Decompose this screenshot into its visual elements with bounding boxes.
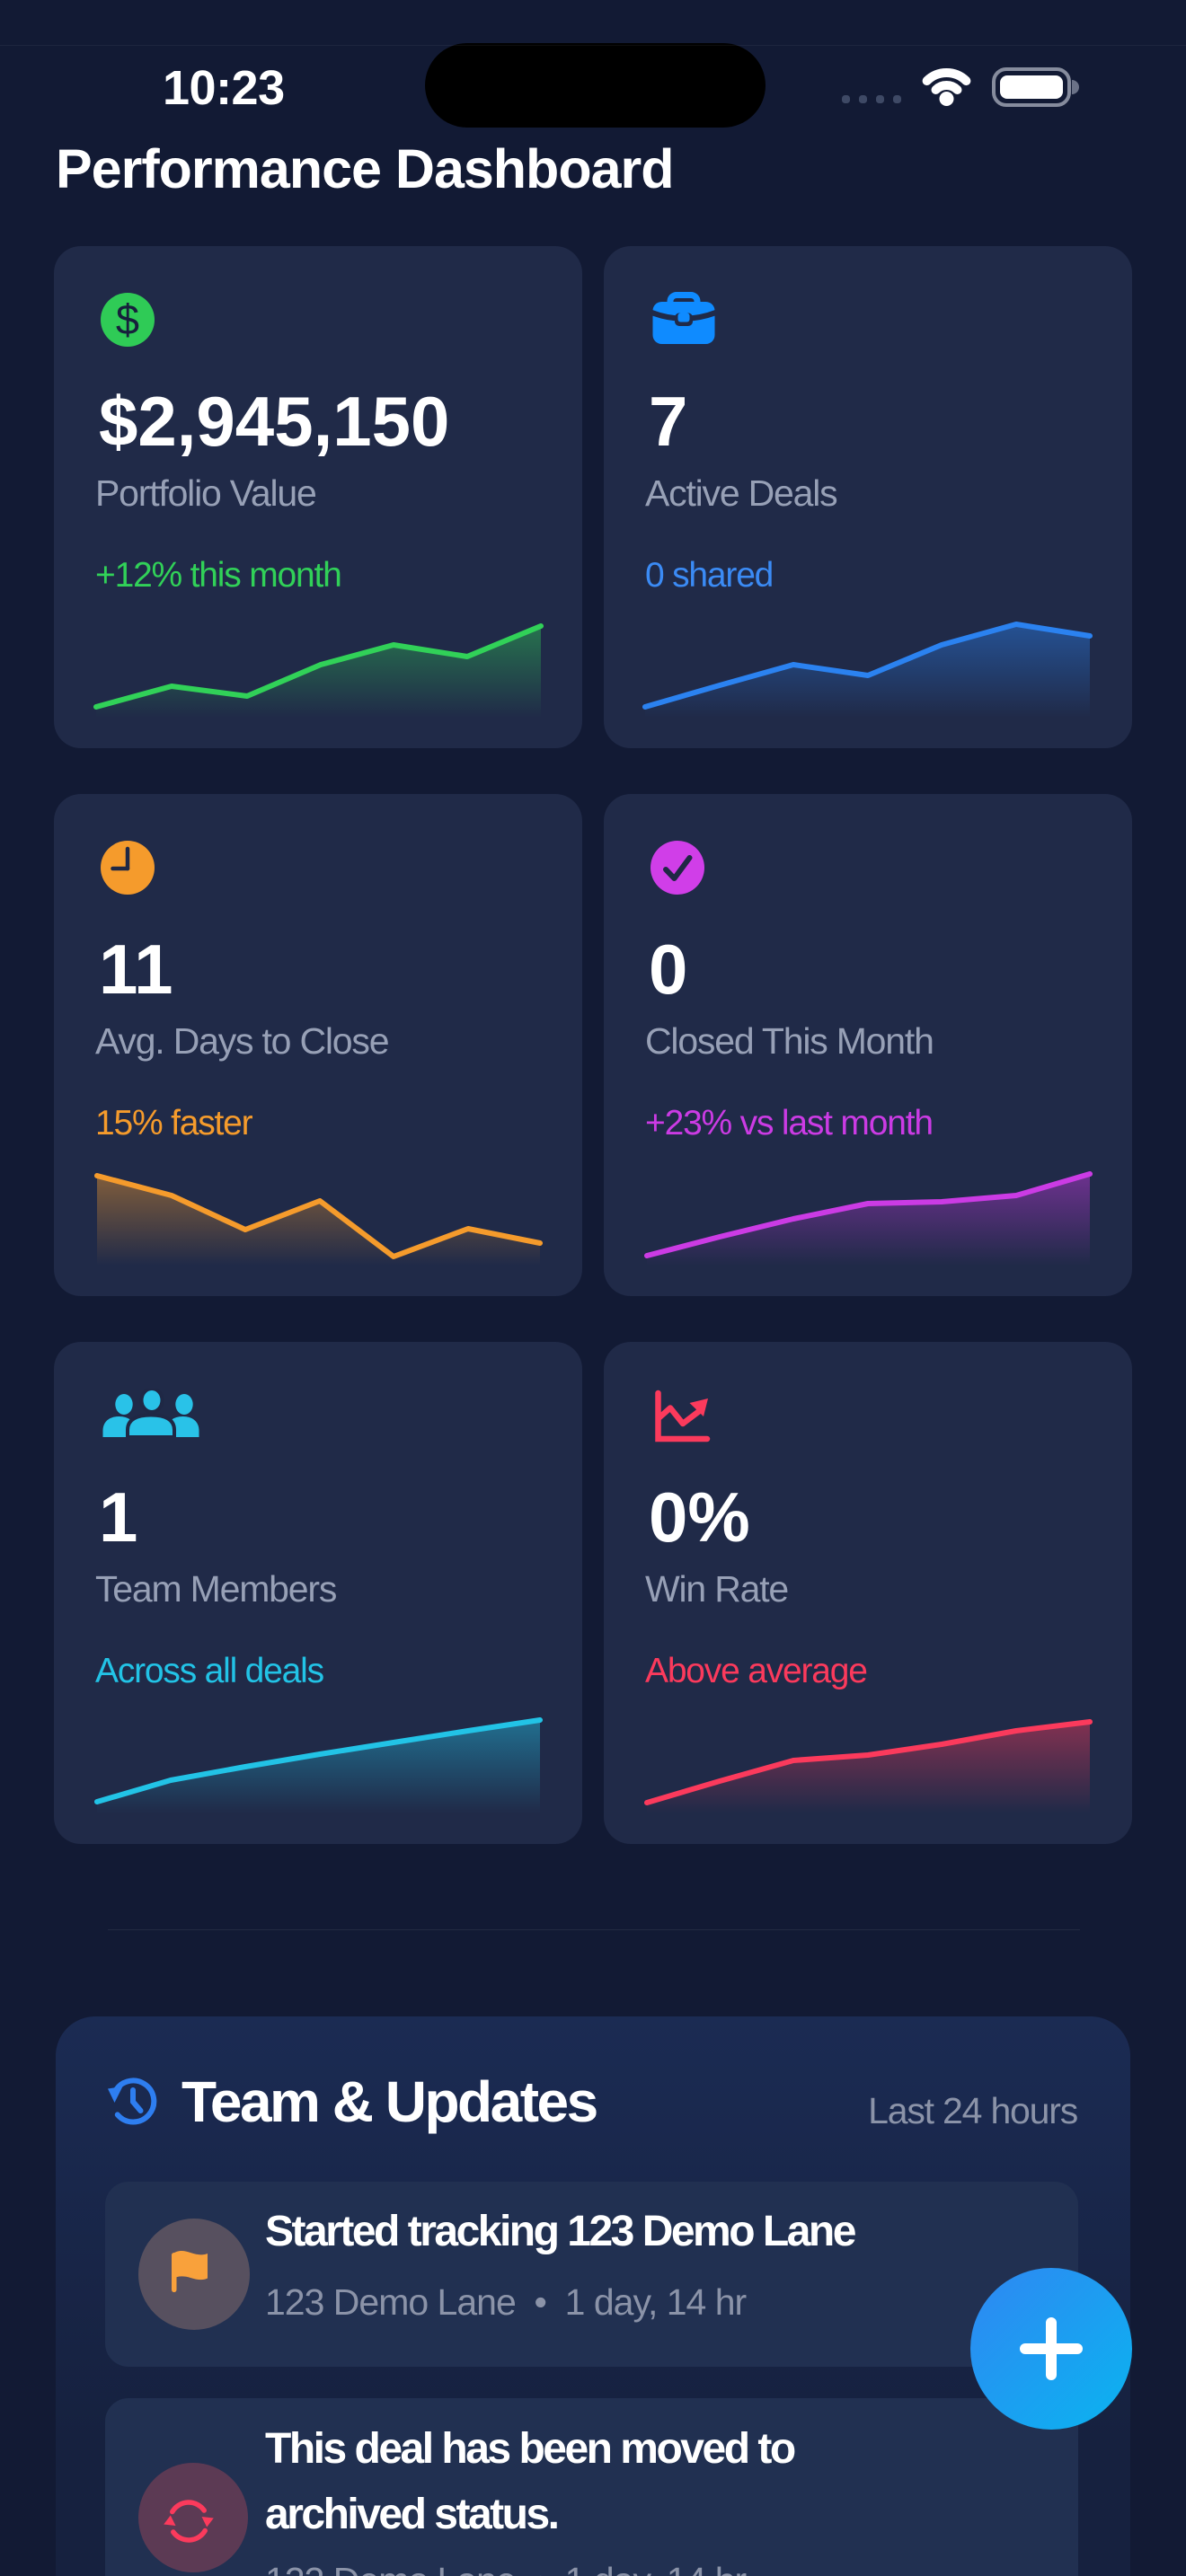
svg-text:$: $: [116, 296, 139, 343]
